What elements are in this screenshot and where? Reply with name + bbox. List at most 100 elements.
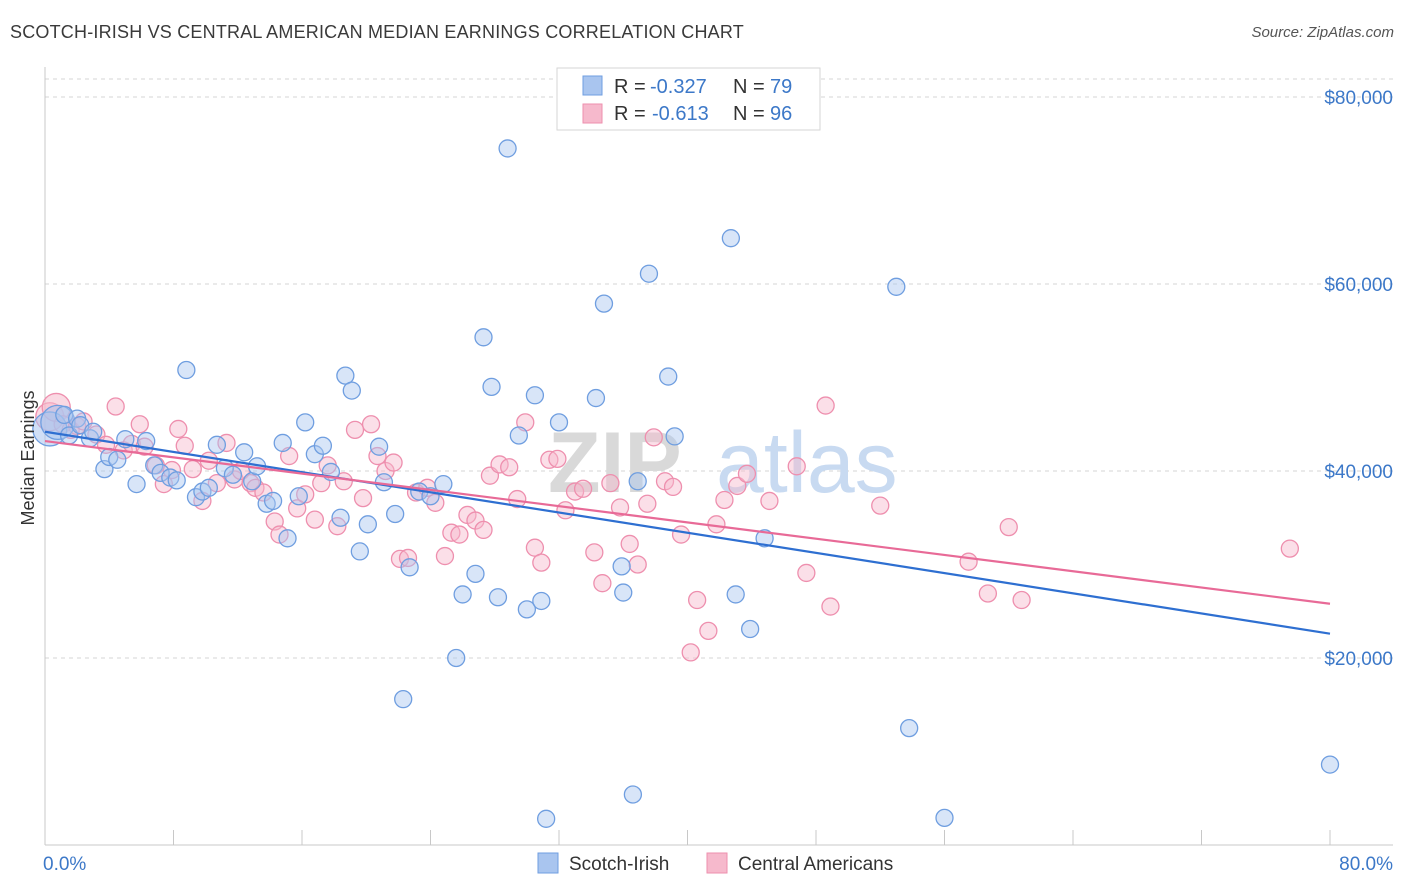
- central-americans-point: [1280, 539, 1299, 558]
- watermark-atlas: atlas: [716, 415, 898, 511]
- scotch-irish-point: [488, 588, 508, 607]
- scotch-irish-point: [935, 808, 954, 828]
- y-tick-label: $80,000: [1324, 88, 1393, 109]
- bottom-legend-label-central-americans: Central Americans: [738, 854, 893, 875]
- central-americans-point: [296, 485, 315, 504]
- scotch-irish-point: [549, 413, 569, 432]
- scotch-irish-point: [517, 600, 537, 619]
- grid-lines: [45, 78, 1393, 659]
- central-americans-point: [644, 428, 663, 447]
- scotch-irish-point: [40, 404, 76, 441]
- zipatlas-watermark: ZIP atlas: [548, 415, 898, 511]
- scotch-irish-point: [296, 413, 315, 432]
- legend-swatch-scotch-irish: [582, 75, 603, 96]
- central-americans-point: [130, 415, 149, 434]
- scotch-irish-point: [358, 515, 378, 534]
- correlation-legend: R = -0.327 N = 79 R = -0.613 N = 96: [556, 67, 821, 131]
- central-americans-point: [978, 584, 998, 603]
- central-americans-point: [573, 479, 593, 498]
- scotch-irish-point: [1320, 755, 1340, 774]
- scotch-irish-point: [151, 463, 170, 483]
- scotch-irish-point: [386, 504, 405, 524]
- central-americans-point: [821, 597, 840, 616]
- central-americans-point: [681, 643, 700, 662]
- scotch-irish-point: [207, 435, 227, 454]
- scotch-irish-point: [755, 529, 774, 548]
- scotch-irish-point: [453, 585, 472, 604]
- scotch-irish-point: [350, 542, 369, 561]
- chart-title: SCOTCH-IRISH VS CENTRAL AMERICAN MEDIAN …: [10, 22, 744, 42]
- central-americans-point: [797, 563, 816, 583]
- scotch-irish-point: [900, 718, 919, 738]
- y-axis-title: Median Earnings: [18, 390, 38, 525]
- central-americans-trend-line: [44, 439, 1331, 605]
- central-americans-point: [305, 510, 325, 529]
- scotch-irish-point: [137, 431, 156, 451]
- central-americans-point: [816, 396, 835, 415]
- scotch-irish-point: [498, 139, 517, 158]
- legend-r-value-2: -0.613: [652, 103, 709, 125]
- bottom-legend-label-scotch-irish: Scotch-Irish: [569, 854, 669, 875]
- central-americans-point: [556, 501, 575, 520]
- central-americans-point: [585, 543, 604, 562]
- x-tick-labels: 0.0% 80.0%: [43, 854, 1393, 875]
- central-americans-point: [699, 621, 718, 641]
- scotch-irish-point: [509, 426, 528, 445]
- trend-lines: [44, 430, 1331, 635]
- central-americans-point: [435, 546, 455, 566]
- scotch-irish-point: [466, 564, 485, 583]
- scotch-irish-points: [32, 139, 1340, 828]
- scotch-irish-point: [235, 443, 254, 462]
- central-americans-point: [999, 517, 1018, 537]
- x-tick-label-max: 80.0%: [1339, 854, 1393, 875]
- legend-n-label-1: N =: [733, 76, 765, 98]
- central-americans-point: [345, 420, 365, 440]
- central-americans-point: [737, 464, 757, 483]
- scotch-irish-point: [394, 689, 413, 709]
- scotch-irish-point: [400, 558, 419, 577]
- bottom-legend-swatch-central-americans: [706, 852, 728, 874]
- central-americans-point: [959, 552, 978, 571]
- scotch-irish-point: [612, 557, 631, 576]
- legend-swatch-central-americans: [582, 103, 603, 124]
- scotch-irish-point: [474, 328, 493, 347]
- central-americans-point: [361, 415, 381, 434]
- central-americans-point: [353, 488, 373, 508]
- scotch-irish-point: [887, 277, 906, 296]
- scotch-irish-trend-line: [44, 430, 1331, 635]
- scotch-irish-point: [659, 367, 678, 386]
- central-americans-point: [183, 459, 202, 479]
- central-americans-point: [368, 446, 387, 466]
- legend-r-value-1: -0.327: [650, 76, 707, 98]
- central-americans-point: [728, 476, 747, 496]
- scotch-irish-point: [532, 591, 551, 611]
- scotch-irish-point: [313, 436, 333, 455]
- central-americans-point: [620, 534, 639, 554]
- scotch-irish-point: [726, 585, 745, 604]
- central-americans-point: [663, 477, 683, 497]
- central-americans-point: [593, 574, 612, 593]
- central-americans-point: [610, 498, 630, 517]
- scotch-irish-point: [278, 529, 297, 548]
- scotch-irish-point: [167, 471, 186, 490]
- central-americans-point: [628, 555, 647, 574]
- central-americans-point: [450, 525, 469, 544]
- central-americans-point: [671, 525, 691, 544]
- central-americans-point: [1012, 590, 1031, 610]
- central-americans-point: [162, 460, 182, 480]
- scotch-irish-point: [145, 456, 164, 475]
- scotch-irish-point: [342, 381, 361, 400]
- central-americans-points: [35, 392, 1299, 662]
- y-tick-label: $20,000: [1324, 649, 1393, 670]
- central-americans-point: [787, 457, 806, 476]
- central-americans-point: [638, 494, 657, 513]
- scotch-irish-point: [263, 491, 283, 511]
- legend-r-label-1: R =: [614, 76, 646, 98]
- central-americans-point: [106, 397, 125, 416]
- scotch-irish-point: [594, 294, 614, 313]
- central-americans-point: [601, 474, 620, 493]
- central-americans-point: [715, 490, 734, 510]
- y-tick-label: $40,000: [1324, 462, 1393, 483]
- y-tick-label: $60,000: [1324, 275, 1393, 296]
